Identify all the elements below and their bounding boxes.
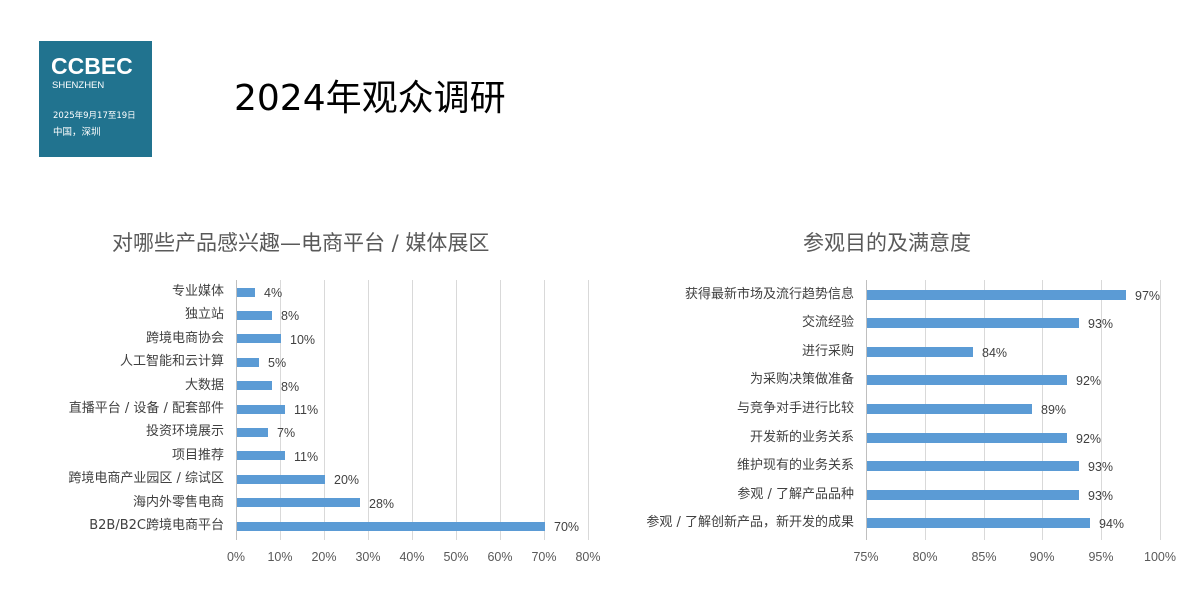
category-label: 为采购决策做准备: [749, 372, 854, 387]
data-label: 5%: [268, 356, 287, 370]
gridline: [588, 280, 589, 540]
gridline: [1101, 280, 1102, 540]
bar: [867, 404, 1032, 414]
right-chart-title: 参观目的及满意度: [803, 231, 971, 255]
data-label: 97%: [1135, 289, 1161, 303]
category-label: 独立站: [184, 307, 224, 322]
category-label: 交流经验: [801, 315, 854, 330]
x-tick-label: 100%: [1144, 550, 1176, 564]
data-label: 93%: [1088, 460, 1114, 474]
x-tick-label: 50%: [443, 550, 469, 564]
bar: [867, 375, 1067, 385]
x-tick-label: 60%: [487, 550, 513, 564]
data-label: 11%: [294, 403, 319, 417]
category-label: 项目推荐: [171, 448, 224, 463]
bar: [237, 311, 272, 320]
category-label: 参观 / 了解创新产品，新开发的成果: [646, 515, 854, 530]
left-chart-title: 对哪些产品感兴趣—电商平台 / 媒体展区: [112, 231, 490, 255]
bar: [237, 405, 285, 414]
bar: [237, 358, 259, 367]
data-label: 28%: [369, 497, 395, 511]
data-label: 92%: [1076, 432, 1102, 446]
logo-city: SHENZHEN: [52, 80, 105, 91]
bar: [237, 428, 268, 437]
gridline: [368, 280, 369, 540]
bar: [237, 334, 281, 343]
category-label: 海内外零售电商: [132, 495, 224, 510]
data-label: 70%: [554, 520, 580, 534]
bar: [237, 451, 285, 460]
data-label: 93%: [1088, 489, 1114, 503]
category-label: 维护现有的业务关系: [736, 458, 854, 473]
logo-brand: CCBEC: [51, 53, 133, 79]
data-label: 89%: [1041, 403, 1067, 417]
bar: [867, 433, 1067, 443]
bar: [867, 290, 1126, 300]
data-label: 11%: [294, 450, 319, 464]
data-label: 8%: [281, 380, 300, 394]
bar: [867, 318, 1079, 328]
page-title: 2024年观众调研: [234, 78, 506, 119]
x-tick-label: 90%: [1029, 550, 1055, 564]
x-tick-label: 20%: [311, 550, 337, 564]
gridline: [456, 280, 457, 540]
bar: [237, 381, 272, 390]
data-label: 84%: [982, 346, 1008, 360]
category-label: 直播平台 / 设备 / 配套部件: [68, 401, 224, 416]
gridline: [500, 280, 501, 540]
y-axis-line: [866, 280, 867, 540]
x-tick-label: 75%: [853, 550, 879, 564]
gridline: [1160, 280, 1161, 540]
category-label: 专业媒体: [171, 284, 224, 299]
data-label: 20%: [334, 473, 360, 487]
x-tick-label: 40%: [399, 550, 425, 564]
category-label: 投资环境展示: [145, 424, 224, 439]
data-label: 8%: [281, 309, 300, 323]
x-tick-label: 10%: [267, 550, 293, 564]
x-tick-label: 80%: [575, 550, 601, 564]
bar: [867, 347, 973, 357]
category-label: 跨境电商产业园区 / 综试区: [68, 471, 224, 486]
x-tick-label: 80%: [912, 550, 938, 564]
bar: [867, 461, 1079, 471]
category-label: B2B/B2C跨境电商平台: [89, 518, 224, 533]
gridline: [324, 280, 325, 540]
logo-date: 2025年9月17至19日: [53, 111, 136, 121]
data-label: 93%: [1088, 317, 1114, 331]
ccbec-logo: CCBEC SHENZHEN 2025年9月17至19日 中国，深圳: [39, 41, 152, 157]
category-label: 人工智能和云计算: [119, 354, 224, 369]
x-tick-label: 70%: [531, 550, 557, 564]
data-label: 10%: [290, 333, 316, 347]
data-label: 4%: [264, 286, 283, 300]
bar: [237, 498, 360, 507]
bar: [237, 288, 255, 297]
category-label: 与竞争对手进行比较: [736, 401, 854, 416]
logo-place: 中国，深圳: [53, 127, 101, 138]
bar: [237, 475, 325, 484]
bar: [237, 522, 545, 531]
data-label: 94%: [1099, 517, 1125, 531]
category-label: 进行采购: [801, 344, 854, 359]
data-label: 92%: [1076, 374, 1102, 388]
y-axis-line: [236, 280, 237, 540]
data-label: 7%: [277, 426, 296, 440]
bar: [867, 490, 1079, 500]
gridline: [544, 280, 545, 540]
gridline: [412, 280, 413, 540]
x-tick-label: 95%: [1088, 550, 1114, 564]
category-label: 大数据: [184, 378, 224, 393]
gridline: [1042, 280, 1043, 540]
category-label: 开发新的业务关系: [749, 430, 854, 445]
x-tick-label: 0%: [226, 550, 246, 564]
bar: [867, 518, 1090, 528]
category-label: 参观 / 了解产品品种: [737, 487, 854, 502]
category-label: 获得最新市场及流行趋势信息: [684, 287, 854, 302]
x-tick-label: 30%: [355, 550, 381, 564]
category-label: 跨境电商协会: [145, 331, 224, 346]
x-tick-label: 85%: [971, 550, 997, 564]
